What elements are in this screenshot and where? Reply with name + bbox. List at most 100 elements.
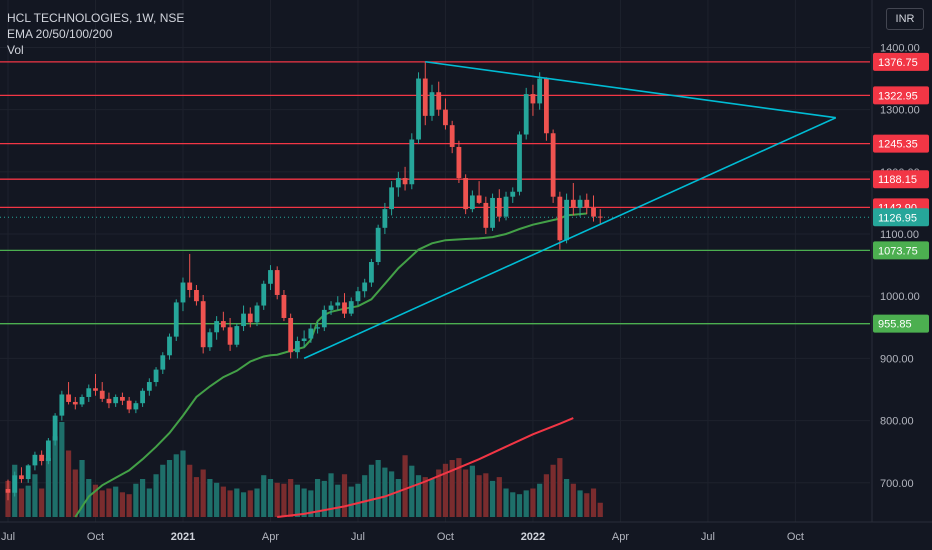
y-tick-label: 900.00 — [880, 353, 914, 365]
candle-body — [348, 301, 354, 314]
volume-bar — [92, 484, 99, 517]
volume-bar — [240, 492, 247, 517]
candle-body — [429, 92, 435, 116]
candle-body — [315, 327, 320, 329]
candle-body — [241, 313, 246, 327]
volume-bar — [503, 488, 509, 517]
volume-bar — [207, 479, 213, 517]
volume-bar — [99, 490, 105, 517]
candle-body — [214, 321, 220, 333]
y-tick-label: 800.00 — [880, 416, 914, 428]
candle-body — [274, 270, 280, 295]
candle-body — [395, 178, 401, 188]
candle-body — [288, 317, 294, 353]
price-tag — [873, 170, 929, 189]
price-tag — [873, 314, 929, 333]
x-tick-label: Oct — [787, 531, 804, 543]
candle-body — [5, 489, 11, 493]
candle-body — [254, 305, 260, 323]
volume-bar — [543, 474, 549, 517]
candle-body — [503, 196, 509, 217]
candle-body — [483, 202, 489, 228]
volume-bar — [429, 479, 435, 517]
candle-body — [369, 262, 374, 283]
candle-body — [375, 227, 381, 263]
candle-body — [530, 94, 536, 104]
volume-bar — [32, 474, 38, 517]
y-tick-label: 1400.00 — [880, 42, 920, 54]
volume-bar — [294, 484, 300, 517]
candle-body — [45, 440, 51, 462]
volume-bar — [314, 479, 321, 517]
volume-bar — [173, 454, 179, 517]
volume-bar — [281, 483, 287, 517]
candle-body — [469, 195, 475, 210]
volume-bar — [65, 450, 72, 517]
candle-body — [476, 195, 482, 203]
x-tick-label: 2022 — [521, 531, 545, 543]
trendline — [303, 116, 837, 360]
volume-bar — [254, 488, 260, 517]
volume-bar — [341, 474, 348, 517]
volume-bar — [261, 475, 267, 517]
volume-bar — [72, 469, 78, 517]
candle-body — [449, 125, 455, 147]
volume-bar — [590, 488, 597, 517]
volume-indicator-label[interactable]: Vol — [7, 43, 24, 57]
candle-body — [544, 78, 549, 134]
volume-bar — [436, 469, 442, 517]
candle-body — [328, 305, 334, 310]
price-tag-label: 1073.75 — [878, 245, 918, 257]
candle-body — [342, 302, 347, 314]
symbol-title[interactable]: HCL TECHNOLOGIES, 1W, NSE — [7, 11, 185, 25]
x-tick-label: 2021 — [171, 531, 195, 543]
candle-body — [577, 199, 583, 208]
volume-bar — [119, 492, 126, 517]
currency-button[interactable]: INR — [886, 8, 924, 30]
candle-body — [597, 216, 603, 218]
volume-bar — [227, 490, 233, 517]
candle-body — [52, 415, 58, 441]
volume-bar — [59, 422, 65, 517]
price-tag — [873, 86, 929, 105]
volume-bar — [133, 483, 139, 517]
last-price-tag-label: 1126.95 — [878, 212, 917, 224]
volume-bar — [476, 475, 482, 517]
candle-body — [591, 207, 596, 217]
candle-body — [194, 289, 199, 302]
candle-body — [409, 139, 415, 185]
volume-bar — [415, 475, 422, 517]
candle-body — [133, 403, 139, 410]
price-tag — [873, 134, 929, 153]
ema-indicator-label[interactable]: EMA 20/50/100/200 — [7, 27, 113, 41]
x-tick-label: Jul — [1, 531, 15, 543]
candle-body — [173, 302, 179, 337]
candle-body — [301, 338, 307, 341]
x-tick-label: Jul — [351, 531, 365, 543]
volume-bar — [52, 436, 58, 517]
volume-bar — [577, 490, 583, 517]
volume-bar — [570, 483, 576, 517]
volume-bar — [274, 482, 280, 517]
volume-bar — [355, 483, 361, 517]
candle-body — [537, 78, 543, 104]
candle-body — [443, 109, 448, 126]
volume-bar — [45, 458, 51, 517]
price-tag-label: 1322.95 — [878, 90, 918, 102]
volume-bar — [193, 477, 200, 517]
volume-bar — [160, 464, 166, 517]
candle-body — [564, 199, 569, 241]
volume-bar — [463, 469, 469, 517]
volume-bar — [362, 475, 368, 517]
candle-body — [126, 400, 132, 410]
volume-bar — [530, 488, 536, 517]
candle-body — [106, 398, 112, 404]
volume-bar — [409, 465, 415, 517]
candle-body — [570, 199, 576, 208]
last-price-tag — [873, 208, 929, 227]
volume-bar — [180, 450, 186, 517]
candle-body — [12, 475, 18, 493]
volume-bar — [321, 480, 327, 517]
x-tick-label: Jul — [701, 531, 715, 543]
